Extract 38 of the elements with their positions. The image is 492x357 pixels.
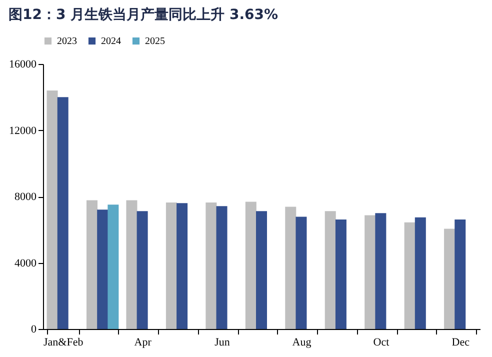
bar	[296, 216, 307, 329]
y-tick-label: 0	[31, 324, 37, 336]
bar	[324, 211, 336, 329]
bar	[166, 202, 177, 329]
legend-label: 2024	[101, 36, 121, 47]
bar	[57, 97, 68, 329]
bar	[364, 215, 376, 329]
y-tick-label: 16000	[9, 58, 37, 70]
bar	[176, 203, 188, 329]
bar	[454, 220, 466, 329]
legend-label: 2025	[145, 36, 165, 47]
bar	[216, 206, 228, 329]
x-tick-label: Jan&Feb	[43, 336, 84, 348]
bar	[206, 202, 217, 329]
bar	[404, 222, 416, 329]
bar	[444, 228, 456, 329]
x-tick-label: Dec	[452, 336, 470, 348]
bar	[46, 90, 58, 329]
bar	[256, 211, 267, 329]
bar	[108, 204, 119, 329]
x-tick-label: Apr	[134, 336, 152, 348]
bar	[285, 206, 296, 329]
bar	[414, 217, 426, 329]
bar	[375, 213, 386, 329]
legend-label: 2023	[57, 36, 77, 47]
x-tick-label: Jun	[214, 336, 230, 348]
y-tick-label: 4000	[14, 257, 37, 270]
y-tick-label: 12000	[9, 124, 37, 137]
chart-title: 图12：3 月生铁当月产量同比上升 3.63%	[8, 6, 278, 23]
bar	[245, 202, 256, 329]
y-tick-label: 8000	[14, 191, 37, 203]
bar	[126, 200, 138, 329]
bar	[335, 220, 346, 329]
x-tick-label: Oct	[373, 336, 390, 348]
bar	[86, 200, 98, 329]
x-tick-label: Aug	[292, 336, 312, 348]
bar	[97, 210, 108, 329]
bar	[136, 211, 148, 329]
